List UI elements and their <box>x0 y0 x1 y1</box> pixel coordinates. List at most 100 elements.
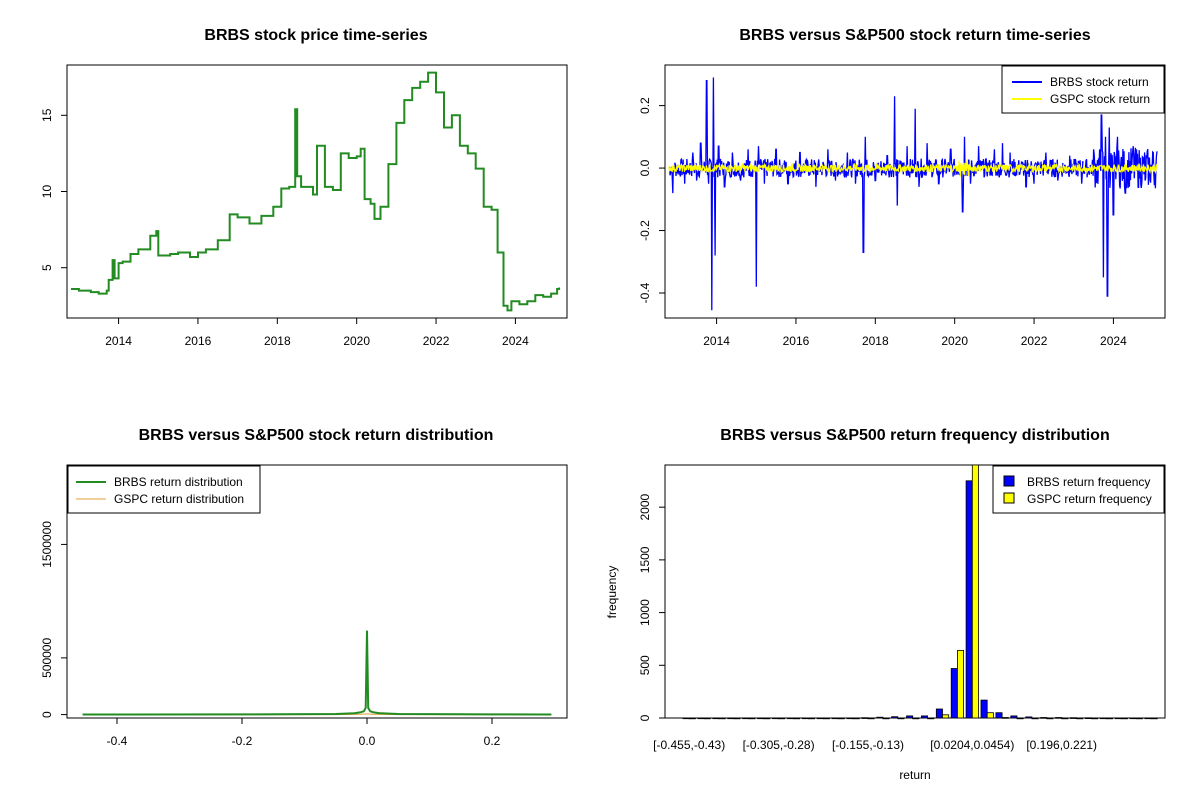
gspc-frequency-bar <box>718 717 726 720</box>
brbs-frequency-bar <box>697 717 705 720</box>
gspc-frequency-bar <box>1120 717 1128 720</box>
price-chart-title: BRBS stock price time-series <box>204 27 427 44</box>
density-legend-box <box>67 465 261 514</box>
legend-gspc-density-label: GSPC return distribution <box>114 492 244 506</box>
gspc-frequency-bar <box>793 717 801 720</box>
density-x-tick-label: -0.4 <box>107 734 128 748</box>
brbs-return-line <box>668 77 1158 311</box>
gspc-frequency-bar <box>986 712 994 719</box>
legend-brbs-density-label: BRBS return distribution <box>114 475 243 489</box>
legend-brbs-frequency-swatch <box>1003 475 1015 487</box>
histogram-x-tick-label: [-0.155,-0.13) <box>832 738 904 752</box>
gspc-frequency-bar <box>867 717 875 720</box>
gspc-frequency-bar <box>1106 717 1114 720</box>
price-x-tick-label: 2020 <box>343 334 370 348</box>
return-y-tick-label: -0.4 <box>638 282 652 303</box>
gspc-frequency-bar <box>912 717 920 720</box>
price-x-tick-label: 2018 <box>264 334 291 348</box>
gspc-frequency-bar <box>837 717 845 720</box>
brbs-frequency-bar <box>1055 717 1063 719</box>
brbs-frequency-bar <box>831 717 839 720</box>
density-x-tick-label: -0.2 <box>232 734 253 748</box>
brbs-frequency-bar <box>935 708 943 719</box>
return-legend-box <box>1001 65 1165 114</box>
return-x-tick-label: 2018 <box>862 334 889 348</box>
histogram-y-tick-label: 2000 <box>638 493 652 520</box>
return-y-tick-label: -0.2 <box>638 220 652 241</box>
density-axis-ticks: -0.4 -0.2 0.0 0.2 0 500000 1500000 <box>40 521 500 748</box>
return-y-tick-label: 0.2 <box>638 97 652 114</box>
legend-gspc-frequency-swatch <box>1003 492 1015 504</box>
gspc-frequency-bar <box>748 717 756 720</box>
brbs-frequency-bar <box>995 712 1003 719</box>
histogram-legend: BRBS return frequency GSPC return freque… <box>992 465 1165 514</box>
price-axis-ticks: 2014 2016 2018 2020 2022 2024 5 10 15 <box>40 108 529 348</box>
brbs-frequency-bar <box>1129 717 1137 720</box>
brbs-frequency-bar <box>1025 716 1033 719</box>
brbs-frequency-bar <box>786 717 794 720</box>
legend-gspc-return-label: GSPC stock return <box>1050 92 1150 106</box>
histogram-legend-box <box>992 465 1165 514</box>
brbs-frequency-bar <box>801 717 809 720</box>
brbs-frequency-bar <box>1099 717 1107 720</box>
price-series <box>71 71 561 312</box>
gspc-frequency-bar <box>808 717 816 720</box>
brbs-frequency-bar <box>965 480 973 719</box>
gspc-frequency-bar <box>822 717 830 720</box>
brbs-frequency-bar <box>891 716 899 719</box>
histogram-x-tick-label: [0.196,0.221) <box>1026 738 1097 752</box>
gspc-frequency-bar <box>688 717 696 720</box>
histogram-x-tick-label: [-0.305,-0.28) <box>743 738 815 752</box>
brbs-frequency-bar <box>727 717 735 720</box>
gspc-frequency-bar <box>703 717 711 720</box>
gspc-frequency-bar <box>1091 717 1099 720</box>
brbs-frequency-bar <box>712 717 720 720</box>
brbs-frequency-bar <box>1010 715 1018 719</box>
gspc-frequency-bar <box>971 464 979 719</box>
gspc-frequency-bar <box>733 717 741 720</box>
price-chart: BRBS stock price time-series 2014 2016 201… <box>40 27 568 348</box>
histogram-axis-ticks: 0 500 1000 1500 2000 [-0.455,-0.43) [-0.305,-0… <box>638 493 1097 752</box>
histogram-y-tick-label: 1000 <box>638 599 652 626</box>
gspc-frequency-bar <box>1046 717 1054 720</box>
gspc-frequency-bar <box>927 717 935 720</box>
return-x-tick-label: 2020 <box>941 334 968 348</box>
brbs-frequency-bar <box>950 668 958 719</box>
histogram-y-tick-label: 500 <box>638 655 652 675</box>
gspc-return-line <box>668 159 1158 177</box>
density-x-tick-label: 0.0 <box>359 734 376 748</box>
return-x-tick-label: 2024 <box>1100 334 1127 348</box>
gspc-frequency-bar <box>1061 717 1069 720</box>
return-timeseries-title: BRBS versus S&P500 stock return time-ser… <box>739 27 1090 44</box>
density-x-tick-label: 0.2 <box>484 734 501 748</box>
brbs-frequency-bar <box>1084 717 1092 719</box>
gspc-frequency-bar <box>882 717 890 720</box>
density-y-tick-label: 0 <box>40 711 54 718</box>
gspc-frequency-bar <box>957 650 965 719</box>
brbs-frequency-bar <box>876 716 884 719</box>
return-timeseries-chart: BRBS versus S&P500 stock return time-ser… <box>638 27 1166 348</box>
brbs-frequency-bar <box>816 717 824 720</box>
histogram-y-tick-label: 1500 <box>638 546 652 573</box>
density-legend: BRBS return distribution GSPC return dis… <box>67 465 261 514</box>
return-y-tick-label: 0.0 <box>638 159 652 176</box>
histogram-y-tick-label: 0 <box>638 714 652 721</box>
legend-brbs-return-label: BRBS stock return <box>1050 75 1149 89</box>
gspc-frequency-bar <box>852 717 860 720</box>
brbs-frequency-bar <box>906 715 914 719</box>
return-plot-frame <box>664 64 1166 319</box>
histogram-x-axis-label: return <box>899 768 930 782</box>
brbs-frequency-bar <box>921 715 929 719</box>
brbs-frequency-bar <box>1144 717 1152 720</box>
price-y-tick-label: 5 <box>40 264 54 271</box>
histogram-y-axis-label: frequency <box>605 566 619 619</box>
return-x-tick-label: 2022 <box>1021 334 1048 348</box>
brbs-frequency-bar <box>742 717 750 720</box>
density-y-tick-label: 1500000 <box>40 521 54 568</box>
brbs-frequency-bar <box>772 717 780 720</box>
return-x-tick-label: 2016 <box>783 334 810 348</box>
histogram-x-tick-label: [-0.455,-0.43) <box>653 738 725 752</box>
gspc-frequency-bar <box>1031 717 1039 720</box>
brbs-frequency-bar <box>682 717 690 720</box>
